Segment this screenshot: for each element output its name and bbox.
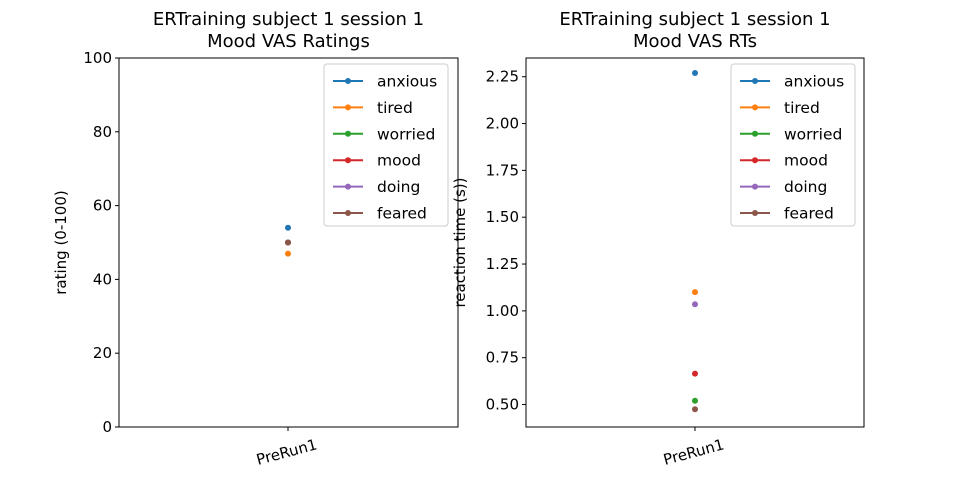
legend-box	[730, 63, 856, 227]
legend-marker	[345, 78, 351, 84]
legend-label: feared	[784, 205, 834, 223]
legend-label: doing	[784, 178, 827, 196]
legend-marker	[752, 104, 758, 111]
y-tick-label: 1.75	[486, 161, 519, 179]
y-tick-label: 60	[93, 197, 112, 215]
legend: anxious tired worried mood doing feared	[730, 63, 856, 227]
legend-label: anxious	[784, 73, 844, 91]
legend-entry-feared: feared	[333, 205, 427, 223]
legend-entry-mood: mood	[333, 152, 421, 170]
y-tick-label: 1.50	[486, 208, 519, 226]
y-tick-label: 80	[93, 123, 112, 141]
legend-label: tired	[784, 99, 820, 117]
legend-marker	[752, 157, 758, 164]
y-axis-label: reaction time (s))	[451, 177, 469, 307]
data-point-feared	[692, 406, 698, 413]
legend-entry-mood: mood	[740, 152, 828, 170]
axes-frame	[118, 57, 459, 428]
legend-label: mood	[377, 152, 421, 170]
y-tick-label: 40	[93, 270, 112, 288]
legend-marker	[752, 78, 758, 84]
y-tick-label: 2.00	[486, 115, 519, 133]
x-tick-label: PreRun1	[661, 435, 726, 468]
data-point-anxious	[285, 224, 291, 231]
legend-marker	[752, 130, 758, 137]
y-tick-label: 20	[93, 344, 112, 362]
axes-frame	[525, 57, 865, 428]
y-tick-label: 1.00	[486, 302, 519, 320]
legend-label: worried	[784, 125, 842, 143]
legend-label: tired	[377, 99, 413, 117]
chart-subtitle: Mood VAS RTs	[633, 31, 757, 52]
y-tick-label: 0	[102, 418, 112, 436]
legend-marker	[345, 104, 351, 111]
legend-marker	[345, 157, 351, 164]
legend-box	[323, 63, 449, 227]
legend-entry-anxious: anxious	[740, 73, 844, 91]
y-tick-label: 100	[83, 49, 112, 67]
legend-entry-feared: feared	[740, 205, 834, 223]
legend-entry-anxious: anxious	[333, 73, 437, 91]
legend-marker	[345, 130, 351, 137]
legend-label: doing	[377, 178, 420, 196]
chart-title: ERTraining subject 1 session 1	[153, 9, 424, 30]
legend-entry-tired: tired	[333, 99, 413, 117]
y-axis-label: rating (0-100)	[52, 190, 70, 295]
legend-label: worried	[377, 125, 435, 143]
legend-marker	[752, 183, 758, 190]
legend-marker	[345, 183, 351, 190]
legend-entry-doing: doing	[740, 178, 827, 196]
data-point-mood	[692, 370, 698, 377]
legend-entry-tired: tired	[740, 99, 820, 117]
legend: anxious tired worried mood doing feared	[323, 63, 449, 227]
x-tick-label: PreRun1	[254, 435, 319, 468]
legend-label: anxious	[377, 73, 437, 91]
chart-title: ERTraining subject 1 session 1	[559, 9, 830, 30]
y-tick-label: 0.50	[486, 396, 519, 414]
legend-entry-worried: worried	[333, 125, 435, 143]
legend-label: mood	[784, 152, 828, 170]
legend-marker	[752, 210, 758, 216]
data-point-feared	[285, 239, 291, 246]
chart-subtitle: Mood VAS Ratings	[207, 31, 370, 52]
legend-entry-worried: worried	[740, 125, 842, 143]
data-point-doing	[692, 301, 698, 308]
legend-entry-doing: doing	[333, 178, 420, 196]
data-point-worried	[692, 397, 698, 404]
y-tick-label: 0.75	[486, 349, 519, 367]
legend-label: feared	[377, 205, 427, 223]
y-tick-label: 2.25	[486, 68, 519, 86]
data-point-anxious	[692, 69, 698, 76]
data-point-tired	[285, 250, 291, 257]
legend-marker	[345, 210, 351, 216]
y-tick-label: 1.25	[486, 255, 519, 273]
data-point-tired	[692, 289, 698, 296]
